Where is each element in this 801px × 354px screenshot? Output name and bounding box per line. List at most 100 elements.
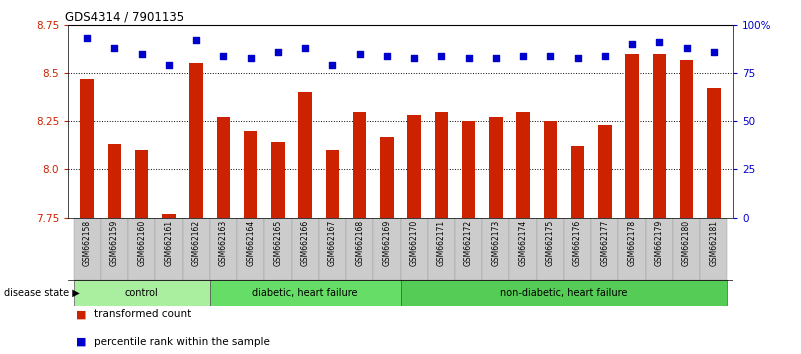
Text: disease state ▶: disease state ▶	[4, 288, 80, 298]
Point	[544, 53, 557, 58]
Text: GSM662167: GSM662167	[328, 219, 337, 266]
Point	[462, 55, 475, 61]
Text: GSM662170: GSM662170	[409, 219, 419, 266]
Bar	[244, 131, 257, 218]
Bar	[673, 218, 700, 280]
Bar	[346, 218, 373, 280]
Bar	[591, 218, 618, 280]
Point	[272, 49, 284, 55]
Text: GSM662159: GSM662159	[110, 219, 119, 266]
Text: GSM662180: GSM662180	[682, 219, 691, 266]
Text: control: control	[125, 288, 159, 298]
Point	[299, 45, 312, 51]
Bar	[455, 218, 482, 280]
Text: percentile rank within the sample: percentile rank within the sample	[94, 337, 270, 347]
Point	[517, 53, 529, 58]
Point	[81, 35, 94, 41]
Text: diabetic, heart failure: diabetic, heart failure	[252, 288, 358, 298]
Bar	[435, 112, 449, 218]
Text: GSM662163: GSM662163	[219, 219, 228, 266]
Text: GSM662168: GSM662168	[355, 219, 364, 266]
Text: GSM662179: GSM662179	[655, 219, 664, 266]
Point	[489, 55, 502, 61]
Bar	[400, 280, 727, 306]
Bar	[210, 280, 400, 306]
Bar	[571, 146, 585, 218]
Text: GSM662171: GSM662171	[437, 219, 446, 266]
Point	[163, 62, 175, 68]
Text: ■: ■	[76, 337, 90, 347]
Bar	[373, 218, 400, 280]
Bar	[618, 218, 646, 280]
Text: GSM662178: GSM662178	[628, 219, 637, 266]
Text: GSM662172: GSM662172	[464, 219, 473, 266]
Bar	[598, 125, 612, 218]
Text: GSM662177: GSM662177	[601, 219, 610, 266]
Bar	[216, 118, 230, 218]
Bar	[189, 63, 203, 218]
Point	[217, 53, 230, 58]
Bar	[264, 218, 292, 280]
Text: GSM662160: GSM662160	[137, 219, 146, 266]
Point	[707, 49, 720, 55]
Bar	[517, 112, 530, 218]
Bar	[80, 79, 94, 218]
Bar	[128, 218, 155, 280]
Bar	[564, 218, 591, 280]
Bar	[462, 121, 476, 218]
Bar	[210, 218, 237, 280]
Bar	[101, 218, 128, 280]
Bar	[653, 54, 666, 218]
Bar	[408, 115, 421, 218]
Text: non-diabetic, heart failure: non-diabetic, heart failure	[501, 288, 628, 298]
Bar	[489, 118, 503, 218]
Text: GSM662165: GSM662165	[273, 219, 283, 266]
Bar	[135, 150, 148, 218]
Point	[244, 55, 257, 61]
Text: GDS4314 / 7901135: GDS4314 / 7901135	[65, 11, 184, 24]
Text: GSM662158: GSM662158	[83, 219, 91, 266]
Point	[435, 53, 448, 58]
Text: GSM662166: GSM662166	[300, 219, 310, 266]
Bar	[544, 121, 557, 218]
Bar	[319, 218, 346, 280]
Point	[135, 51, 148, 57]
Text: GSM662176: GSM662176	[573, 219, 582, 266]
Bar	[680, 59, 694, 218]
Text: GSM662181: GSM662181	[710, 219, 718, 266]
Text: GSM662175: GSM662175	[545, 219, 555, 266]
Point	[408, 55, 421, 61]
Bar	[237, 218, 264, 280]
Bar	[271, 142, 284, 218]
Bar	[646, 218, 673, 280]
Text: GSM662174: GSM662174	[518, 219, 528, 266]
Text: GSM662162: GSM662162	[191, 219, 200, 266]
Bar	[325, 150, 339, 218]
Bar	[74, 280, 210, 306]
Point	[380, 53, 393, 58]
Bar	[74, 218, 101, 280]
Bar	[700, 218, 727, 280]
Point	[108, 45, 121, 51]
Point	[653, 39, 666, 45]
Text: GSM662173: GSM662173	[491, 219, 501, 266]
Bar	[183, 218, 210, 280]
Point	[353, 51, 366, 57]
Point	[598, 53, 611, 58]
Bar	[380, 137, 393, 218]
Bar	[537, 218, 564, 280]
Text: transformed count: transformed count	[94, 309, 191, 319]
Bar	[155, 218, 183, 280]
Bar	[162, 214, 175, 218]
Bar	[626, 54, 639, 218]
Bar	[400, 218, 428, 280]
Text: GSM662161: GSM662161	[164, 219, 173, 266]
Point	[571, 55, 584, 61]
Point	[626, 41, 638, 47]
Bar	[107, 144, 121, 218]
Text: GSM662164: GSM662164	[246, 219, 256, 266]
Point	[680, 45, 693, 51]
Bar	[482, 218, 509, 280]
Bar	[509, 218, 537, 280]
Point	[190, 38, 203, 43]
